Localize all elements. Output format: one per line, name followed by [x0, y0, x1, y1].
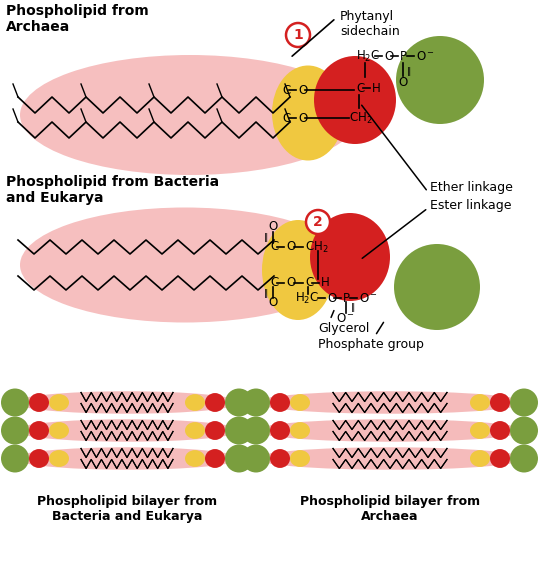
- Text: Phospholipid from
Archaea: Phospholipid from Archaea: [6, 4, 149, 34]
- Circle shape: [225, 417, 253, 445]
- Ellipse shape: [255, 420, 525, 442]
- Text: $\mathsf{\|}$: $\mathsf{\|}$: [263, 230, 269, 243]
- Text: O: O: [398, 75, 407, 88]
- Ellipse shape: [490, 421, 510, 440]
- Text: C: C: [305, 276, 313, 290]
- Ellipse shape: [185, 394, 205, 411]
- Text: 1: 1: [293, 28, 303, 42]
- Ellipse shape: [20, 55, 360, 175]
- Text: Phospholipid from Bacteria
and Eukarya: Phospholipid from Bacteria and Eukarya: [6, 175, 219, 205]
- Circle shape: [225, 389, 253, 417]
- Text: $\mathsf{H_2C}$: $\mathsf{H_2C}$: [356, 48, 380, 63]
- Circle shape: [286, 23, 310, 47]
- Circle shape: [306, 210, 330, 234]
- Text: C: C: [282, 112, 290, 124]
- Text: C: C: [270, 276, 278, 290]
- Text: O: O: [268, 221, 277, 234]
- Text: Ether linkage: Ether linkage: [430, 181, 513, 194]
- Ellipse shape: [185, 450, 205, 467]
- Ellipse shape: [470, 422, 490, 439]
- Circle shape: [242, 445, 270, 473]
- Text: $\mathsf{\|}$: $\mathsf{\|}$: [350, 302, 356, 315]
- Circle shape: [1, 389, 29, 417]
- Ellipse shape: [270, 449, 290, 468]
- Ellipse shape: [490, 393, 510, 412]
- Ellipse shape: [14, 420, 240, 442]
- Text: $\mathsf{O^-}$: $\mathsf{O^-}$: [416, 50, 435, 63]
- Ellipse shape: [262, 220, 334, 320]
- Text: P: P: [400, 50, 407, 63]
- Text: H: H: [321, 276, 330, 290]
- Text: O: O: [384, 50, 393, 63]
- Text: C: C: [356, 82, 364, 95]
- Ellipse shape: [255, 447, 525, 470]
- Text: $\mathsf{H_2C}$: $\mathsf{H_2C}$: [295, 291, 319, 306]
- Ellipse shape: [290, 450, 310, 467]
- Ellipse shape: [14, 391, 240, 414]
- Text: P: P: [343, 291, 350, 304]
- Ellipse shape: [49, 450, 69, 467]
- Text: Glycerol: Glycerol: [318, 322, 369, 335]
- Ellipse shape: [205, 421, 225, 440]
- Text: $\mathsf{O^-}$: $\mathsf{O^-}$: [359, 291, 378, 304]
- Text: 2: 2: [313, 215, 323, 229]
- Ellipse shape: [290, 422, 310, 439]
- Ellipse shape: [49, 422, 69, 439]
- Ellipse shape: [185, 422, 205, 439]
- Text: Phytanyl
sidechain: Phytanyl sidechain: [340, 10, 400, 38]
- Text: O: O: [286, 241, 295, 254]
- Ellipse shape: [205, 449, 225, 468]
- Circle shape: [1, 445, 29, 473]
- Text: O: O: [298, 83, 307, 96]
- Circle shape: [394, 244, 480, 330]
- Text: Phosphate group: Phosphate group: [318, 338, 424, 351]
- Ellipse shape: [29, 421, 49, 440]
- Ellipse shape: [49, 394, 69, 411]
- Ellipse shape: [205, 393, 225, 412]
- Ellipse shape: [29, 449, 49, 468]
- Ellipse shape: [470, 450, 490, 467]
- Text: $\mathsf{\|}$: $\mathsf{\|}$: [406, 64, 412, 78]
- Text: $\mathsf{CH_2}$: $\mathsf{CH_2}$: [349, 111, 373, 125]
- Text: O: O: [268, 296, 277, 310]
- Text: Phospholipid bilayer from
Archaea: Phospholipid bilayer from Archaea: [300, 495, 480, 523]
- Text: O: O: [298, 112, 307, 124]
- Text: O: O: [327, 291, 336, 304]
- Ellipse shape: [255, 391, 525, 414]
- Text: $\mathsf{CH_2}$: $\mathsf{CH_2}$: [305, 239, 329, 255]
- Ellipse shape: [310, 213, 390, 301]
- Ellipse shape: [270, 421, 290, 440]
- Ellipse shape: [14, 447, 240, 470]
- Ellipse shape: [314, 56, 396, 144]
- Circle shape: [1, 417, 29, 445]
- Circle shape: [510, 445, 538, 473]
- Text: Phospholipid bilayer from
Bacteria and Eukarya: Phospholipid bilayer from Bacteria and E…: [37, 495, 217, 523]
- Ellipse shape: [470, 394, 490, 411]
- Circle shape: [510, 389, 538, 417]
- Ellipse shape: [490, 449, 510, 468]
- Text: Ester linkage: Ester linkage: [430, 198, 511, 211]
- Circle shape: [225, 445, 253, 473]
- Circle shape: [242, 389, 270, 417]
- Ellipse shape: [290, 394, 310, 411]
- Ellipse shape: [272, 66, 344, 161]
- Ellipse shape: [20, 207, 350, 323]
- Circle shape: [510, 417, 538, 445]
- Text: $\mathsf{\|}$: $\mathsf{\|}$: [263, 287, 269, 299]
- Text: C: C: [282, 83, 290, 96]
- Text: $\mathsf{O^-}$: $\mathsf{O^-}$: [337, 311, 356, 324]
- Text: C: C: [270, 241, 278, 254]
- Text: H: H: [372, 82, 381, 95]
- Circle shape: [242, 417, 270, 445]
- Text: O: O: [286, 276, 295, 290]
- Ellipse shape: [29, 393, 49, 412]
- Ellipse shape: [270, 393, 290, 412]
- Circle shape: [396, 36, 484, 124]
